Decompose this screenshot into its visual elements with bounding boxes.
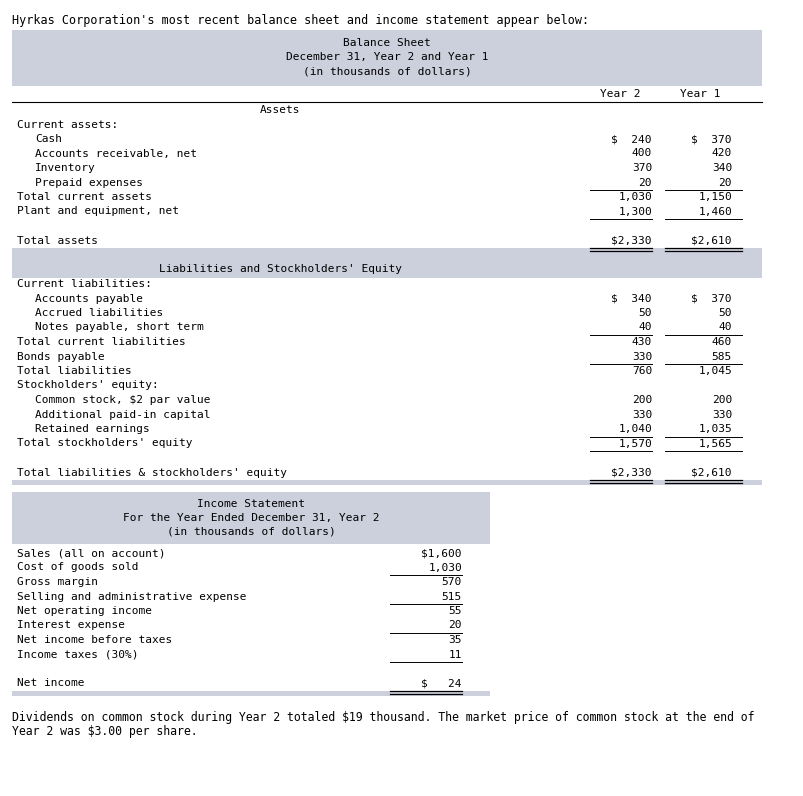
Text: Cash: Cash xyxy=(35,134,62,144)
Text: 330: 330 xyxy=(711,409,731,419)
Text: Current liabilities:: Current liabilities: xyxy=(17,279,152,289)
Text: Current assets:: Current assets: xyxy=(17,119,118,130)
Text: 200: 200 xyxy=(711,395,731,405)
Text: Total liabilities: Total liabilities xyxy=(17,366,132,376)
Text: 760: 760 xyxy=(631,366,651,376)
Text: $  370: $ 370 xyxy=(691,294,731,303)
Text: 330: 330 xyxy=(631,352,651,361)
Text: 585: 585 xyxy=(711,352,731,361)
Text: Notes payable, short term: Notes payable, short term xyxy=(35,322,203,333)
Text: Prepaid expenses: Prepaid expenses xyxy=(35,178,143,188)
Text: 460: 460 xyxy=(711,337,731,347)
Text: Retained earnings: Retained earnings xyxy=(35,424,149,434)
Text: 430: 430 xyxy=(631,337,651,347)
Text: For the Year Ended December 31, Year 2: For the Year Ended December 31, Year 2 xyxy=(123,513,379,523)
Text: 1,565: 1,565 xyxy=(697,439,731,448)
Text: $1,600: $1,600 xyxy=(421,548,462,558)
Text: 330: 330 xyxy=(631,409,651,419)
Text: Gross margin: Gross margin xyxy=(17,577,98,587)
Text: 40: 40 xyxy=(638,322,651,333)
Text: Net operating income: Net operating income xyxy=(17,606,152,616)
Text: Assets: Assets xyxy=(259,105,300,115)
Text: 40: 40 xyxy=(718,322,731,333)
Text: Inventory: Inventory xyxy=(35,163,96,173)
Text: $  340: $ 340 xyxy=(611,294,651,303)
Text: 11: 11 xyxy=(448,650,462,660)
Text: Balance Sheet: Balance Sheet xyxy=(343,38,430,48)
Text: Net income before taxes: Net income before taxes xyxy=(17,635,172,645)
Text: Year 1: Year 1 xyxy=(679,89,719,99)
Text: 570: 570 xyxy=(441,577,462,587)
Text: Bonds payable: Bonds payable xyxy=(17,352,104,361)
Bar xyxy=(12,691,489,696)
Bar xyxy=(12,30,761,86)
Text: 420: 420 xyxy=(711,149,731,158)
Text: Year 2 was $3.00 per share.: Year 2 was $3.00 per share. xyxy=(12,725,198,738)
Text: Income Statement: Income Statement xyxy=(197,499,304,509)
Text: Accounts payable: Accounts payable xyxy=(35,294,143,303)
Text: Year 2: Year 2 xyxy=(599,89,639,99)
Text: $  370: $ 370 xyxy=(691,134,731,144)
Text: Total liabilities & stockholders' equity: Total liabilities & stockholders' equity xyxy=(17,467,287,478)
Text: 1,570: 1,570 xyxy=(618,439,651,448)
Bar xyxy=(12,492,489,544)
Bar xyxy=(12,248,761,263)
Text: December 31, Year 2 and Year 1: December 31, Year 2 and Year 1 xyxy=(285,52,487,62)
Text: 50: 50 xyxy=(718,308,731,318)
Text: Liabilities and Stockholders' Equity: Liabilities and Stockholders' Equity xyxy=(159,264,402,275)
Text: Accrued liabilities: Accrued liabilities xyxy=(35,308,163,318)
Text: 1,045: 1,045 xyxy=(697,366,731,376)
Text: 1,030: 1,030 xyxy=(428,563,462,572)
Text: 1,460: 1,460 xyxy=(697,206,731,217)
Text: $2,330: $2,330 xyxy=(611,236,651,245)
Text: Total current liabilities: Total current liabilities xyxy=(17,337,185,347)
Text: 1,040: 1,040 xyxy=(618,424,651,434)
Text: 20: 20 xyxy=(448,621,462,630)
Text: 1,300: 1,300 xyxy=(618,206,651,217)
Text: 200: 200 xyxy=(631,395,651,405)
Text: Income taxes (30%): Income taxes (30%) xyxy=(17,650,138,660)
Text: (in thousands of dollars): (in thousands of dollars) xyxy=(166,527,335,537)
Text: $2,330: $2,330 xyxy=(611,467,651,478)
Text: Selling and administrative expense: Selling and administrative expense xyxy=(17,591,247,602)
Text: Total stockholders' equity: Total stockholders' equity xyxy=(17,439,192,448)
Text: Interest expense: Interest expense xyxy=(17,621,124,630)
Text: $  240: $ 240 xyxy=(611,134,651,144)
Bar xyxy=(12,480,761,485)
Text: Accounts receivable, net: Accounts receivable, net xyxy=(35,149,197,158)
Text: 1,035: 1,035 xyxy=(697,424,731,434)
Text: 50: 50 xyxy=(638,308,651,318)
Text: 20: 20 xyxy=(638,178,651,188)
Text: 340: 340 xyxy=(711,163,731,173)
Bar xyxy=(12,263,761,278)
Text: Additional paid-in capital: Additional paid-in capital xyxy=(35,409,210,419)
Text: Stockholders' equity:: Stockholders' equity: xyxy=(17,380,158,391)
Text: $2,610: $2,610 xyxy=(691,467,731,478)
Text: 35: 35 xyxy=(448,635,462,645)
Text: 515: 515 xyxy=(441,591,462,602)
Text: Cost of goods sold: Cost of goods sold xyxy=(17,563,138,572)
Text: $   24: $ 24 xyxy=(421,678,462,689)
Text: 370: 370 xyxy=(631,163,651,173)
Text: Dividends on common stock during Year 2 totaled $19 thousand. The market price o: Dividends on common stock during Year 2 … xyxy=(12,711,753,724)
Text: 20: 20 xyxy=(718,178,731,188)
Text: Hyrkas Corporation's most recent balance sheet and income statement appear below: Hyrkas Corporation's most recent balance… xyxy=(12,14,589,27)
Text: Total assets: Total assets xyxy=(17,236,98,245)
Text: Net income: Net income xyxy=(17,678,84,689)
Text: (in thousands of dollars): (in thousands of dollars) xyxy=(302,66,471,76)
Text: Sales (all on account): Sales (all on account) xyxy=(17,548,165,558)
Text: 1,150: 1,150 xyxy=(697,192,731,202)
Text: Plant and equipment, net: Plant and equipment, net xyxy=(17,206,179,217)
Text: 1,030: 1,030 xyxy=(618,192,651,202)
Text: Total current assets: Total current assets xyxy=(17,192,152,202)
Text: Common stock, $2 par value: Common stock, $2 par value xyxy=(35,395,210,405)
Text: 400: 400 xyxy=(631,149,651,158)
Text: $2,610: $2,610 xyxy=(691,236,731,245)
Text: 55: 55 xyxy=(448,606,462,616)
